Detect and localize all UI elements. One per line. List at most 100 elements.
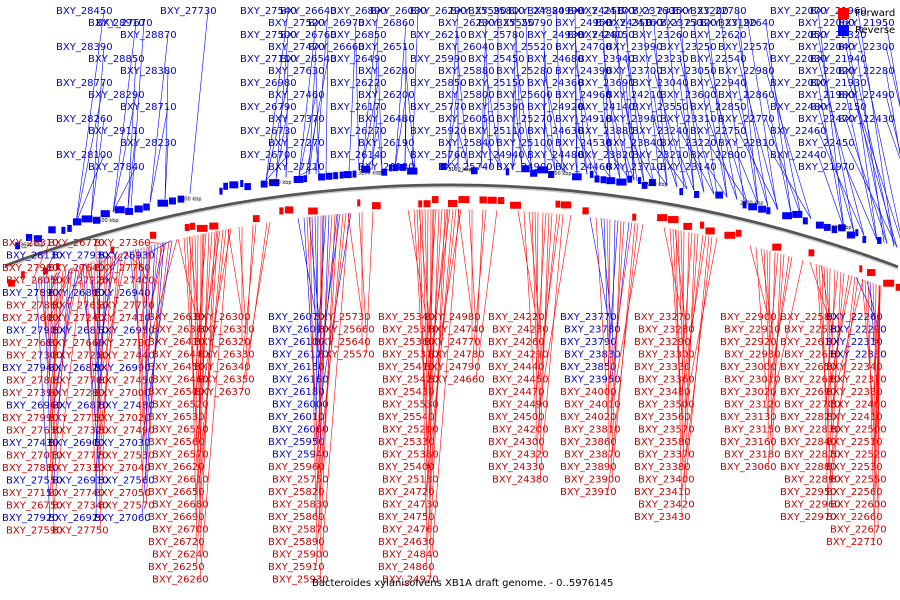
forward-gene-label: BXY_24470 <box>488 387 545 398</box>
reverse-gene <box>572 173 582 181</box>
forward-gene-label: BXY_26720 <box>148 537 205 548</box>
reverse-leader-line <box>653 142 688 190</box>
forward-gene-label: BXY_26240 <box>152 550 209 561</box>
forward-gene-label: BXY_26560 <box>148 437 205 448</box>
reverse-gene <box>600 176 607 184</box>
forward-leader-line <box>611 223 644 404</box>
reverse-gene-label: BXY_26700 <box>240 150 297 161</box>
reverse-gene-label: BXY_25810 <box>468 6 525 17</box>
forward-gene-label: BXY_25330 <box>378 437 435 448</box>
reverse-leader-line <box>298 22 317 176</box>
forward-leader-line <box>49 267 73 493</box>
reverse-gene-label: BXY_23310 <box>660 114 717 125</box>
reverse-gene-label: BXY_26990 <box>94 363 151 374</box>
forward-leader-line <box>358 212 367 329</box>
forward-leader-line <box>531 211 537 342</box>
forward-gene <box>859 265 863 273</box>
reverse-gene-label: BXY_26180 <box>268 387 325 398</box>
reverse-gene-label: BXY_25920 <box>410 126 467 137</box>
reverse-gene-label: BXY_25770 <box>410 102 467 113</box>
forward-leader-line <box>365 211 374 354</box>
reverse-gene-label: BXY_25950 <box>268 437 325 448</box>
reverse-gene <box>333 172 339 180</box>
reverse-leader-line <box>298 94 317 176</box>
reverse-gene-label: BXY_24360 <box>527 78 584 89</box>
forward-gene-label: BXY_22370 <box>830 375 887 386</box>
reverse-gene-label: BXY_27470 <box>268 42 325 53</box>
reverse-gene-label: BXY_28910 <box>88 18 145 29</box>
forward-leader-line <box>749 245 769 317</box>
reverse-gene-label: BXY_22540 <box>690 54 747 65</box>
reverse-gene <box>114 206 125 214</box>
reverse-leader-line <box>845 94 878 241</box>
forward-gene-label: BXY_22520 <box>830 450 887 461</box>
reverse-gene <box>381 168 388 176</box>
forward-gene-label: BXY_27220 <box>52 276 109 287</box>
forward-gene-label: BXY_26320 <box>194 337 251 348</box>
forward-gene-label: BXY_24330 <box>488 462 545 473</box>
forward-leader-line <box>419 209 427 517</box>
reverse-leader-line <box>112 22 137 213</box>
reverse-leader-line <box>679 10 695 191</box>
forward-gene-label: BXY_27880 <box>2 463 59 474</box>
forward-leader-line <box>123 252 143 268</box>
reverse-gene-label: BXY_26290 <box>410 6 467 17</box>
forward-gene-label: BXY_22380 <box>826 387 883 398</box>
reverse-leader-line <box>315 216 319 442</box>
reverse-leader-line <box>325 34 329 174</box>
forward-gene-label: BXY_27600 <box>2 313 59 324</box>
reverse-gene-label: BXY_24280 <box>567 30 624 41</box>
forward-gene-label: BXY_24320 <box>492 450 549 461</box>
forward-leader-line <box>767 256 793 392</box>
forward-gene <box>209 222 219 230</box>
forward-gene-label: BXY_24440 <box>488 362 545 373</box>
reverse-gene-label: BXY_21980 <box>798 90 855 101</box>
reverse-leader-line <box>707 46 738 200</box>
reverse-gene-label: BXY_25790 <box>496 18 553 29</box>
reverse-gene-label: BXY_25880 <box>438 66 495 77</box>
tick-label: 3000 kbp <box>548 171 572 177</box>
reverse-leader-line <box>303 217 317 417</box>
reverse-gene <box>352 170 357 178</box>
forward-gene-label: BXY_24720 <box>378 487 435 498</box>
forward-gene-label: BXY_24740 <box>428 325 485 336</box>
reverse-leader-line <box>377 130 383 169</box>
reverse-gene-label: BXY_25840 <box>438 138 495 149</box>
reverse-gene-label: BXY_24920 <box>527 102 584 113</box>
reverse-leader-line <box>447 154 459 168</box>
reverse-gene-label: BXY_24160 <box>606 18 663 29</box>
reverse-gene <box>67 224 72 232</box>
forward-gene <box>683 222 693 230</box>
forward-gene <box>510 201 521 209</box>
forward-leader-line <box>48 275 55 355</box>
forward-leader-line <box>766 249 773 429</box>
reverse-leader-line <box>99 254 108 258</box>
forward-gene-label: BXY_28050 <box>6 276 63 287</box>
forward-leader-line <box>53 264 84 505</box>
forward-gene-label: BXY_27760 <box>94 263 151 274</box>
reverse-leader-line <box>885 118 900 160</box>
reverse-gene <box>244 183 251 191</box>
forward-gene <box>867 269 876 277</box>
forward-gene-label: BXY_25410 <box>378 362 435 373</box>
forward-gene-label: BXY_27660 <box>48 338 105 349</box>
tick-label: 2900 kbp <box>644 182 668 188</box>
forward-gene-label: BXY_27570 <box>98 501 155 512</box>
forward-leader-line <box>49 269 67 393</box>
reverse-gene <box>589 170 594 178</box>
reverse-gene-label: BXY_27460 <box>268 90 325 101</box>
forward-gene-label: BXY_24000 <box>560 387 617 398</box>
reverse-gene <box>694 191 700 199</box>
forward-gene-label: BXY_23400 <box>638 475 695 486</box>
reverse-gene-label: BXY_26160 <box>272 375 329 386</box>
forward-leader-line <box>141 245 151 493</box>
forward-leader-line <box>315 215 325 542</box>
reverse-gene-label: BXY_23980 <box>606 114 663 125</box>
reverse-gene-label: BXY_27480 <box>98 401 155 412</box>
reverse-leader-line <box>869 281 875 342</box>
reverse-leader-line <box>457 130 469 168</box>
forward-gene-label: BXY_26650 <box>148 487 205 498</box>
reverse-leader-line <box>602 142 631 180</box>
forward-leader-line <box>135 249 143 468</box>
forward-gene-label: BXY_23360 <box>638 375 695 386</box>
